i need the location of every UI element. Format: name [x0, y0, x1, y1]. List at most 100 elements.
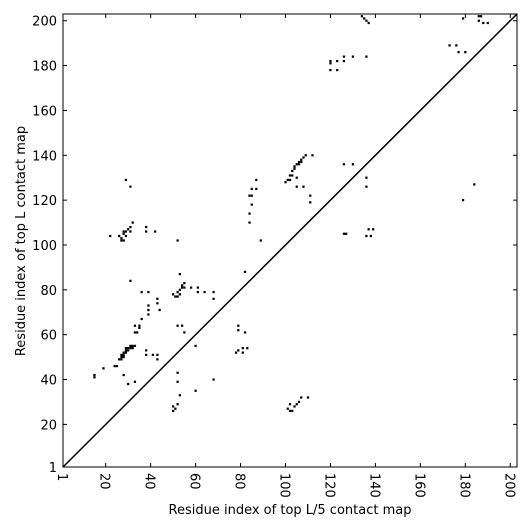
- contact: [176, 239, 179, 242]
- contact: [147, 290, 150, 294]
- contact: [329, 62, 332, 65]
- contact: [136, 331, 139, 334]
- contact: [212, 290, 215, 294]
- contact: [300, 158, 303, 161]
- contact: [365, 176, 368, 179]
- contact: [295, 176, 298, 179]
- contact: [365, 55, 368, 58]
- contact: [176, 295, 179, 298]
- contact: [250, 203, 253, 206]
- contact: [176, 403, 179, 406]
- contact: [309, 194, 312, 197]
- contact: [461, 199, 465, 202]
- contact: [176, 324, 179, 327]
- contact: [293, 167, 296, 170]
- y-tick-label: 140: [32, 149, 57, 164]
- contact: [243, 331, 247, 334]
- contact: [124, 349, 128, 352]
- x-tick-label: 200: [501, 473, 516, 498]
- contact: [479, 15, 483, 18]
- contact: [237, 324, 240, 327]
- contact: [293, 405, 296, 408]
- contact: [329, 68, 332, 72]
- contact: [122, 355, 125, 359]
- contact: [133, 331, 137, 334]
- contact: [336, 68, 339, 72]
- contact: [196, 290, 199, 294]
- contact: [129, 344, 132, 348]
- contact: [194, 344, 197, 348]
- contact: [248, 194, 251, 197]
- contact: [129, 347, 132, 350]
- y-tick-label: 80: [40, 284, 57, 299]
- contact: [365, 19, 368, 22]
- contact: [180, 286, 184, 289]
- contact: [118, 234, 121, 238]
- x-tick-label: 120: [321, 473, 336, 498]
- contact: [151, 353, 155, 356]
- contact: [300, 160, 303, 164]
- contact: [351, 163, 355, 166]
- contact: [140, 317, 143, 321]
- contact: [138, 324, 141, 327]
- contact: [297, 400, 301, 404]
- contact: [129, 279, 132, 282]
- contact: [234, 351, 238, 354]
- contact: [127, 382, 130, 386]
- contact: [477, 15, 480, 18]
- contact: [288, 409, 292, 413]
- contact: [367, 21, 370, 25]
- contact: [482, 21, 485, 25]
- contact: [122, 239, 125, 242]
- contact: [178, 394, 181, 397]
- contact: [147, 308, 150, 312]
- contact: [122, 351, 125, 354]
- x-tick-label: 160: [411, 473, 426, 498]
- contact: [172, 405, 175, 408]
- contact: [255, 187, 258, 191]
- contact: [93, 373, 96, 377]
- contact: [147, 304, 150, 307]
- contact: [122, 232, 125, 235]
- contact: [246, 347, 249, 350]
- contact: [131, 347, 134, 350]
- contact: [291, 409, 294, 413]
- contact: [455, 44, 458, 47]
- contact: [363, 17, 366, 20]
- x-axis-label: Residue index of top L/5 contact map: [169, 503, 412, 518]
- x-tick-label: 140: [366, 473, 381, 498]
- contact: [248, 221, 251, 224]
- x-tick-label: 40: [142, 473, 157, 490]
- y-tick-label: 100: [32, 239, 57, 254]
- contact: [241, 347, 244, 350]
- contact: [124, 178, 128, 182]
- contact: [302, 185, 305, 188]
- contact: [156, 353, 159, 356]
- contact: [297, 163, 301, 166]
- contact: [329, 59, 332, 63]
- contact: [293, 165, 296, 168]
- contact: [127, 349, 130, 352]
- contact: [365, 185, 368, 188]
- contact: [156, 302, 159, 305]
- contact: [178, 288, 181, 291]
- y-tick-label: 40: [40, 374, 57, 389]
- contact: [342, 163, 346, 166]
- contact: [176, 371, 179, 374]
- contact: [176, 290, 179, 294]
- contact: [255, 178, 258, 182]
- contact: [178, 273, 181, 276]
- y-tick-label: 160: [32, 104, 57, 119]
- contact: [180, 324, 184, 327]
- contact: [196, 286, 199, 289]
- contact: [342, 232, 346, 235]
- contact: [212, 297, 215, 300]
- x-tick-label: 1: [54, 473, 69, 481]
- contact: [176, 380, 179, 383]
- contact: [241, 351, 244, 354]
- contact: [102, 367, 105, 370]
- contact: [351, 55, 355, 58]
- contact: [284, 181, 287, 184]
- contact: [127, 347, 130, 350]
